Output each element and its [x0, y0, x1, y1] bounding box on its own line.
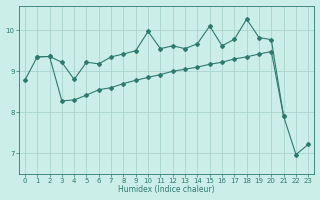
- X-axis label: Humidex (Indice chaleur): Humidex (Indice chaleur): [118, 185, 215, 194]
